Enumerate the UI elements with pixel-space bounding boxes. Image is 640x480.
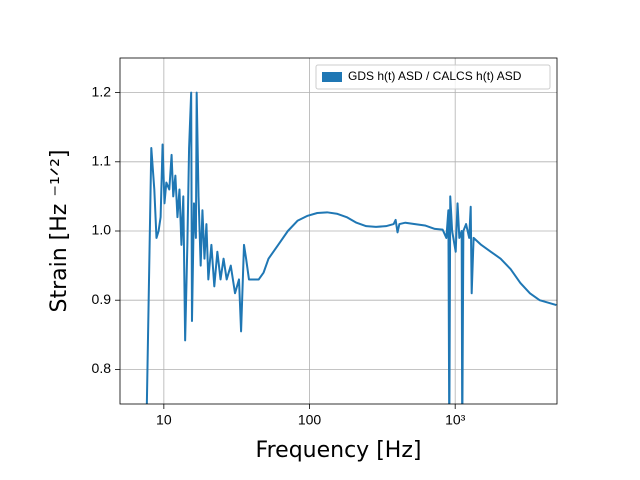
y-tick-label: 0.8	[92, 360, 112, 376]
y-tick-label: 0.9	[92, 291, 112, 307]
y-tick-label: 1.2	[92, 83, 112, 99]
x-tick-label: 10	[156, 412, 172, 428]
plot-area	[145, 91, 557, 404]
ticks: 10 100 10³ 0.8 0.9 1.0 1.1 1.2	[92, 83, 466, 427]
grid	[120, 58, 557, 404]
x-tick-label: 10³	[445, 412, 466, 428]
legend-label: GDS h(t) ASD / CALCS h(t) ASD	[348, 69, 522, 83]
legend: GDS h(t) ASD / CALCS h(t) ASD	[315, 64, 551, 90]
y-axis-label: Strain [Hz ⁻¹ᐟ²]	[47, 150, 72, 313]
x-axis-label: Frequency [Hz]	[256, 438, 422, 463]
legend-swatch	[322, 72, 342, 82]
legend-box	[315, 64, 551, 90]
data-line	[145, 91, 557, 404]
x-tick-label: 100	[298, 412, 322, 428]
y-tick-label: 1.1	[92, 153, 112, 169]
y-tick-label: 1.0	[92, 222, 112, 238]
